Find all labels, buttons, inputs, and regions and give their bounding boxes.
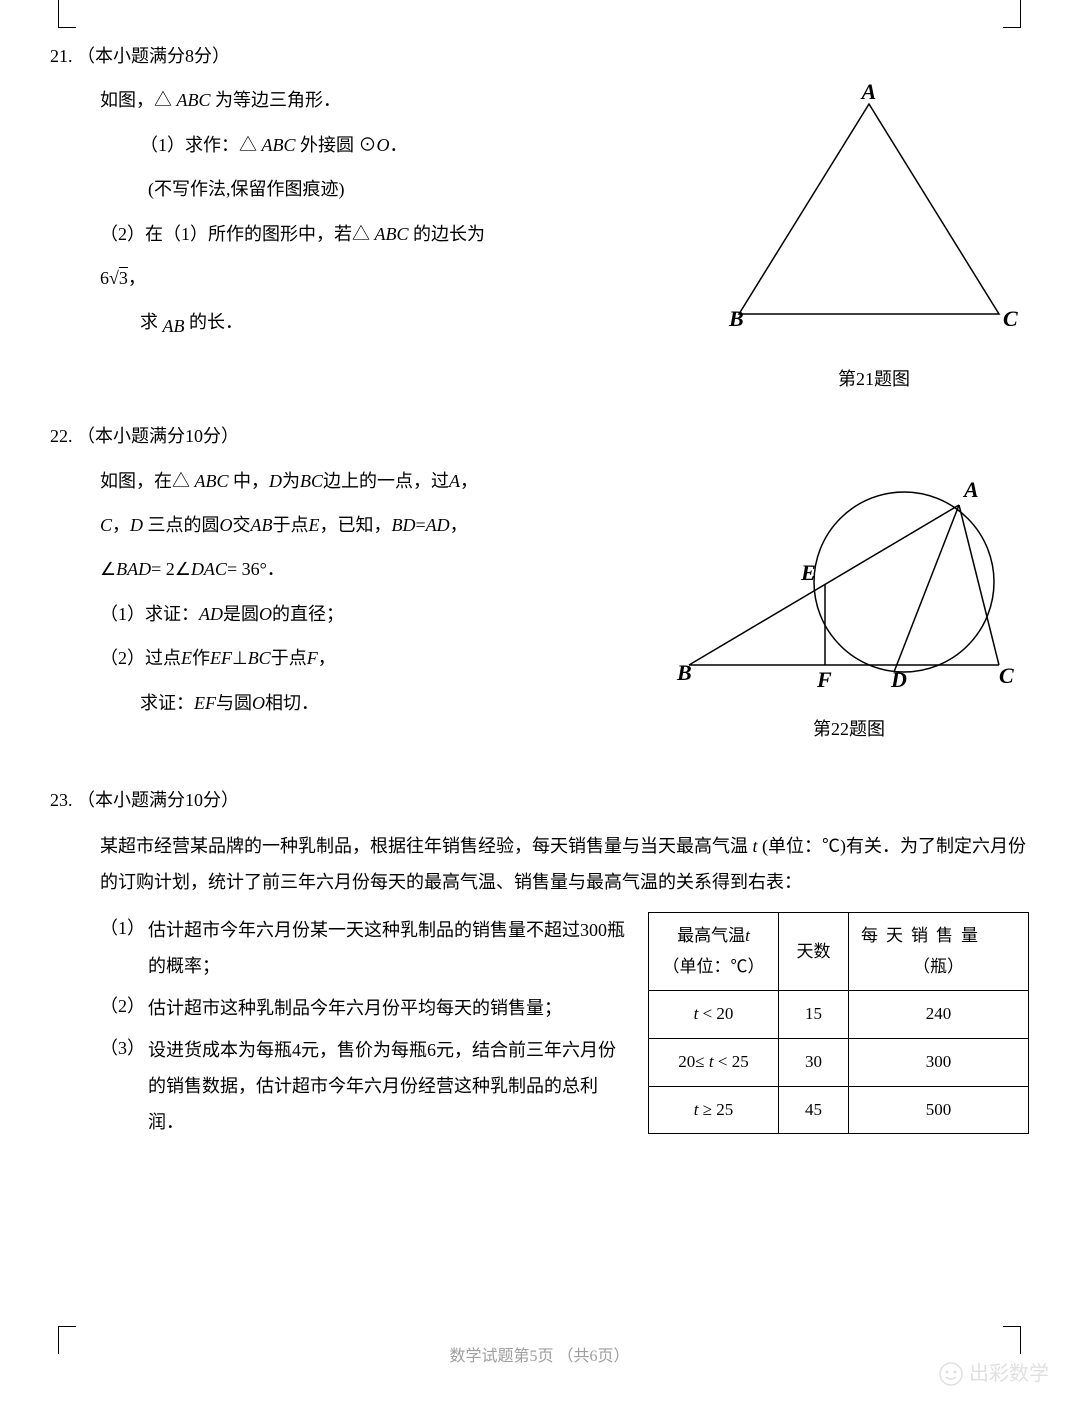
label-E: E (800, 560, 816, 585)
cell-days: 15 (779, 991, 849, 1039)
q21-intro: 如图，△ ABC 为等边三角形． (100, 84, 699, 116)
q21-number: 21. (50, 46, 73, 66)
vertex-B: B (728, 306, 744, 331)
q23-part1-text: 估计超市今年六月份某一天这种乳制品的销售量不超过300瓶的概率； (148, 912, 628, 984)
q22-part2a: （2）过点E作EF⊥BC于点F， (100, 642, 649, 674)
table-row: t ≥ 25 45 500 (649, 1086, 1029, 1134)
q22-figure: A B C D E F (669, 465, 1019, 695)
question-22: 22. （本小题满分10分） 如图，在△ ABC 中，D为BC边上的一点，过A，… (50, 420, 1029, 759)
q22-part1: （1）求证：AD是圆O的直径； (100, 598, 649, 630)
label-B: B (676, 660, 692, 685)
label-D: D (890, 667, 907, 692)
wechat-icon (939, 1362, 963, 1386)
vertex-A: A (860, 84, 877, 104)
table-row: t < 20 15 240 (649, 991, 1029, 1039)
q22-number: 22. (50, 426, 73, 446)
q21-part1: （1）求作：△ ABC 外接圆 ⊙O． (100, 129, 699, 161)
question-23: 23. （本小题满分10分） 某超市经营某品牌的一种乳制品，根据往年销售经验，每… (50, 784, 1029, 1140)
watermark: 出彩数学 (939, 1356, 1049, 1392)
header-col2: 天数 (779, 913, 849, 991)
q23-table: 最高气温t （单位：℃） 天数 每天销售量 （瓶） t < 20 15 240 (648, 912, 1029, 1134)
q22-line3: ∠BAD= 2∠DAC= 36°． (100, 553, 649, 585)
crop-mark-tl (58, 0, 76, 28)
q21-figure: A B C (719, 84, 1019, 344)
q23-points: （本小题满分10分） (77, 790, 239, 810)
page-footer: 数学试题第5页 （共6页） (0, 1343, 1079, 1372)
cell-sales: 300 (849, 1039, 1029, 1087)
label-F: F (816, 667, 832, 692)
cell-sales: 240 (849, 991, 1029, 1039)
vertex-C: C (1003, 306, 1018, 331)
q23-part2-text: 估计超市这种乳制品今年六月份平均每天的销售量； (148, 990, 628, 1026)
q22-points: （本小题满分10分） (77, 426, 239, 446)
cell-days: 45 (779, 1086, 849, 1134)
header-col3-l2: （瓶） (861, 952, 1016, 983)
q22-figure-label: 第22题图 (669, 713, 1029, 745)
q23-number: 23. (50, 790, 73, 810)
cell-days: 30 (779, 1039, 849, 1087)
question-21: 21. （本小题满分8分） 如图，△ ABC 为等边三角形． （1）求作：△ A… (50, 40, 1029, 395)
q21-part1-note: (不写作法,保留作图痕迹) (100, 173, 699, 205)
q23-part2-label: （2） (100, 990, 148, 1026)
watermark-text: 出彩数学 (969, 1356, 1049, 1392)
label-A: A (962, 477, 979, 502)
q21-figure-label: 第21题图 (719, 363, 1029, 395)
cell-sales: 500 (849, 1086, 1029, 1134)
q21-part2-intro: （2）在（1）所作的图形中，若△ ABC 的边长为 (100, 218, 699, 250)
header-col1-l1: 最高气温t (661, 921, 766, 952)
q23-intro: 某超市经营某品牌的一种乳制品，根据往年销售经验，每天销售量与当天最高气温 t (… (100, 828, 1029, 900)
q21-part2-ask: 求 AB 的长． (100, 306, 699, 338)
label-C: C (999, 663, 1014, 688)
q21-part2-value: 6√3， (100, 262, 699, 294)
header-col3-l1: 每天销售量 (861, 921, 1016, 952)
header-col1-l2: （单位：℃） (661, 952, 766, 983)
table-header-row: 最高气温t （单位：℃） 天数 每天销售量 （瓶） (649, 913, 1029, 991)
q23-part3-label: （3） (100, 1032, 148, 1140)
q23-part3-text: 设进货成本为每瓶4元，售价为每瓶6元，结合前三年六月份的销售数据，估计超市今年六… (148, 1032, 628, 1140)
q22-line1: 如图，在△ ABC 中，D为BC边上的一点，过A， (100, 465, 649, 497)
q23-part1-label: （1） (100, 912, 148, 984)
crop-mark-tr (1003, 0, 1021, 28)
table-row: 20≤ t < 25 30 300 (649, 1039, 1029, 1087)
q22-line2: C，D 三点的圆O交AB于点E，已知，BD=AD， (100, 509, 649, 541)
q22-part2b: 求证：EF与圆O相切． (100, 687, 649, 719)
q21-points: （本小题满分8分） (77, 46, 230, 66)
